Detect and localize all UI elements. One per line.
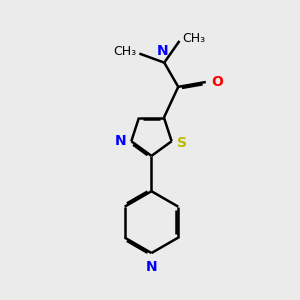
- Text: N: N: [157, 44, 169, 58]
- Text: CH₃: CH₃: [182, 32, 206, 45]
- Text: N: N: [114, 134, 126, 148]
- Text: CH₃: CH₃: [113, 45, 136, 58]
- Text: N: N: [146, 260, 157, 274]
- Text: O: O: [212, 75, 224, 89]
- Text: S: S: [177, 136, 187, 150]
